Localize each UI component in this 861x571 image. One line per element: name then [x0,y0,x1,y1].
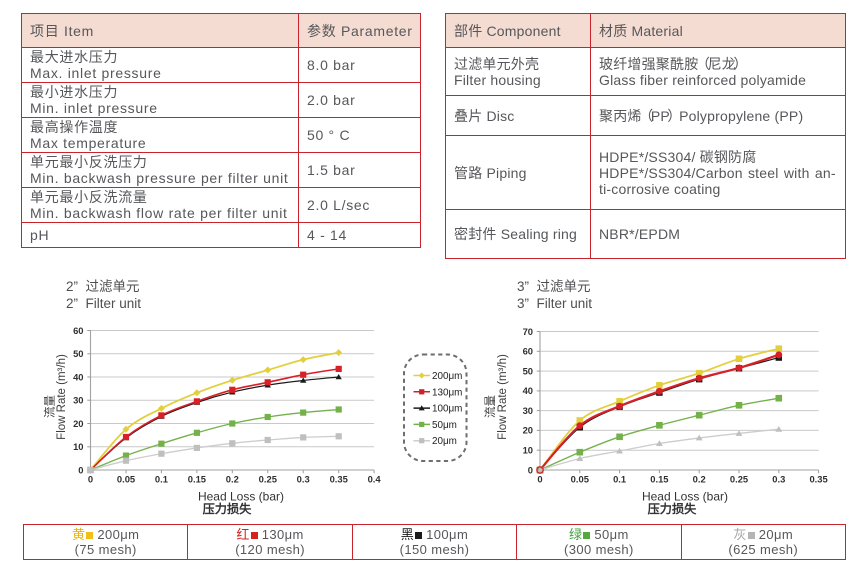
svg-text:50: 50 [73,348,83,359]
svg-text:流量: 流量 [483,395,497,418]
svg-text:40: 40 [523,385,533,396]
svg-text:0: 0 [78,464,83,475]
svg-text:100μm: 100μm [432,404,462,415]
svg-text:Head Loss (bar): Head Loss (bar) [198,490,284,504]
svg-text:0: 0 [88,474,93,485]
svg-text:200μm: 200μm [432,371,462,382]
svg-text:0.25: 0.25 [259,474,277,485]
svg-text:0.3: 0.3 [297,474,310,485]
svg-text:60: 60 [523,346,533,357]
svg-text:0.35: 0.35 [330,474,348,485]
svg-text:10: 10 [73,441,83,452]
svg-text:Flow Rate (m³/h): Flow Rate (m³/h) [56,354,68,440]
svg-text:20μm: 20μm [432,436,457,447]
svg-text:30: 30 [73,395,83,406]
svg-text:0.2: 0.2 [226,474,239,485]
svg-text:0.3: 0.3 [772,474,785,485]
svg-text:30: 30 [523,405,533,416]
svg-text:60: 60 [73,325,83,336]
svg-text:3” 过滤单元: 3” 过滤单元 [517,279,591,294]
svg-text:0.15: 0.15 [188,474,206,485]
svg-text:流量: 流量 [42,395,56,418]
svg-text:0.25: 0.25 [730,474,748,485]
svg-text:2” Filter unit: 2” Filter unit [66,296,141,311]
svg-text:20: 20 [523,425,533,436]
svg-text:0.05: 0.05 [571,474,589,485]
svg-text:0.2: 0.2 [693,474,706,485]
svg-text:0: 0 [528,464,533,475]
svg-text:压力损失: 压力损失 [203,501,253,516]
svg-text:Flow Rate (m³/h): Flow Rate (m³/h) [497,354,509,440]
svg-text:0.05: 0.05 [117,474,135,485]
svg-text:0.1: 0.1 [155,474,168,485]
svg-text:0.4: 0.4 [368,474,382,485]
svg-text:20: 20 [73,418,83,429]
svg-text:Head Loss (bar): Head Loss (bar) [642,490,728,504]
svg-text:10: 10 [523,445,533,456]
svg-text:0: 0 [537,474,542,485]
svg-text:0.1: 0.1 [613,474,626,485]
svg-text:50: 50 [523,365,533,376]
svg-text:70: 70 [523,326,533,337]
svg-text:压力损失: 压力损失 [648,501,698,516]
svg-text:130μm: 130μm [432,387,462,398]
svg-text:40: 40 [73,371,83,382]
svg-text:0.35: 0.35 [809,474,827,485]
svg-text:2” 过滤单元: 2” 过滤单元 [66,279,140,294]
svg-text:3” Filter unit: 3” Filter unit [517,296,592,311]
svg-text:50μm: 50μm [432,420,457,431]
svg-text:0.15: 0.15 [650,474,668,485]
